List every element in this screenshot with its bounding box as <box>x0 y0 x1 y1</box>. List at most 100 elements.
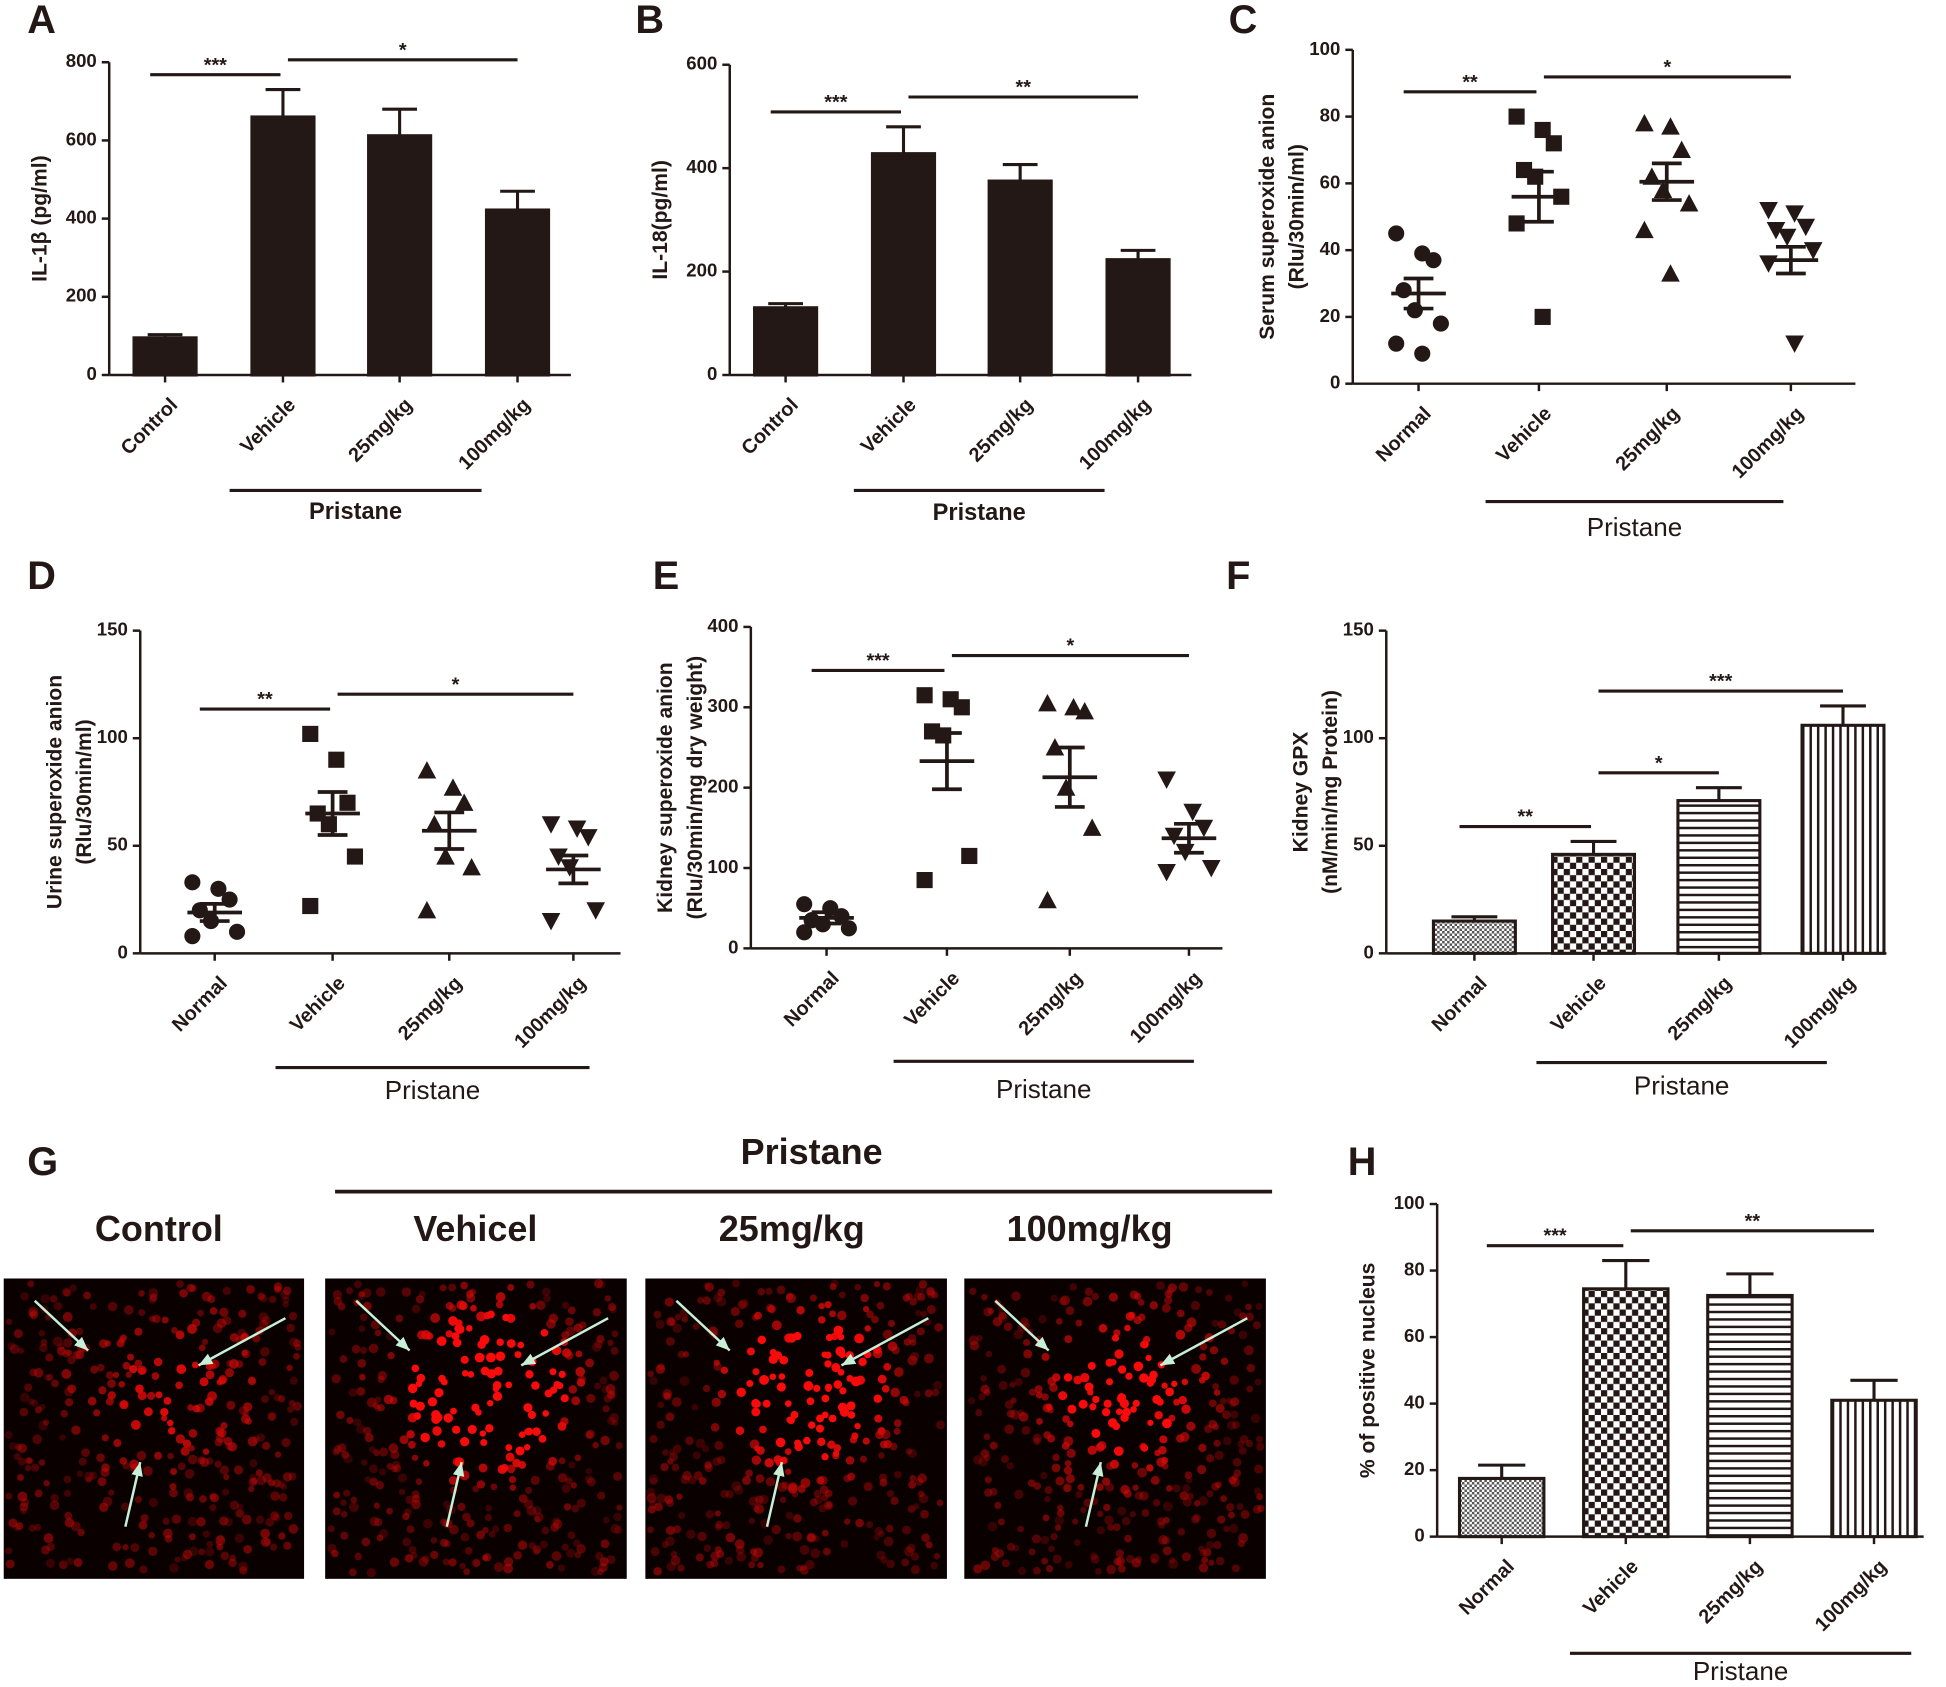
y-tick-label: 150 <box>97 619 128 640</box>
y-tick-label: 0 <box>86 363 96 384</box>
y-axis-label: Serum superoxide anion <box>1256 94 1279 340</box>
x-tick-label: Vehicle <box>1579 1556 1643 1620</box>
cell <box>890 1496 899 1505</box>
cell <box>362 1426 372 1436</box>
cell <box>1226 1420 1237 1430</box>
cell <box>407 1383 418 1394</box>
cell <box>915 1477 924 1486</box>
cell <box>155 1391 163 1399</box>
cell <box>1045 1564 1054 1573</box>
cell <box>784 1333 794 1343</box>
cell <box>430 1537 438 1544</box>
cell <box>176 1364 187 1374</box>
cell <box>705 1510 715 1519</box>
cell <box>5 1547 13 1555</box>
cell <box>661 1541 669 1549</box>
cell <box>561 1543 569 1551</box>
cell <box>1050 1294 1058 1302</box>
cell <box>105 1397 114 1406</box>
arrow-head <box>74 1336 89 1351</box>
cell <box>127 1353 135 1361</box>
cell <box>539 1540 548 1549</box>
cell <box>571 1396 581 1406</box>
cell <box>561 1484 571 1493</box>
cell <box>286 1364 293 1372</box>
cell <box>100 1467 110 1477</box>
cell <box>567 1306 576 1315</box>
cell <box>364 1476 372 1483</box>
cell <box>821 1351 828 1358</box>
cell <box>123 1305 134 1315</box>
cell <box>1058 1297 1067 1306</box>
cell <box>985 1350 993 1358</box>
cell <box>909 1339 917 1347</box>
cell <box>247 1436 258 1447</box>
cell <box>647 1526 654 1534</box>
cell <box>277 1480 285 1489</box>
cell <box>198 1344 206 1352</box>
cell <box>1253 1487 1262 1496</box>
cell <box>976 1334 983 1342</box>
cell <box>687 1475 697 1485</box>
cell <box>471 1403 480 1412</box>
y-tick-label: 20 <box>1404 1458 1425 1479</box>
cell <box>199 1377 209 1387</box>
cell <box>368 1446 376 1454</box>
cell <box>182 1439 192 1448</box>
cell <box>1245 1303 1252 1311</box>
cell <box>673 1525 682 1534</box>
cell <box>15 1443 23 1451</box>
cell <box>256 1475 267 1486</box>
cell <box>847 1411 856 1419</box>
cell <box>654 1502 663 1512</box>
y-axis-label: IL-1β (pg/ml) <box>29 155 52 281</box>
x-tick-label: 25mg/kg <box>1695 1556 1767 1628</box>
cell <box>918 1493 929 1504</box>
arrow-head <box>395 1336 410 1351</box>
cell <box>1161 1456 1169 1464</box>
cell <box>862 1305 870 1313</box>
cell <box>182 1549 193 1560</box>
cell <box>503 1557 514 1567</box>
cell <box>815 1424 825 1433</box>
x-tick-label: 100mg/kg <box>454 394 534 474</box>
cell <box>53 1301 63 1311</box>
cell <box>845 1456 855 1465</box>
cell <box>585 1467 592 1475</box>
cell <box>398 1488 406 1495</box>
cell <box>777 1482 788 1493</box>
cell <box>724 1556 733 1565</box>
cell <box>563 1503 572 1511</box>
cell <box>1245 1439 1253 1448</box>
x-tick-label: 100mg/kg <box>1780 972 1860 1052</box>
cell <box>824 1489 833 1498</box>
cell <box>222 1286 231 1296</box>
cell <box>207 1391 217 1402</box>
cell <box>1184 1471 1193 1480</box>
x-tick-label: Vehicle <box>900 967 964 1031</box>
cell <box>415 1478 423 1485</box>
cell <box>914 1309 922 1317</box>
cell <box>28 1306 39 1317</box>
cell <box>210 1359 220 1369</box>
cell <box>736 1552 746 1562</box>
cell <box>1106 1378 1114 1386</box>
cell <box>333 1491 341 1499</box>
cell <box>800 1477 811 1488</box>
cell <box>1256 1442 1265 1451</box>
cell <box>878 1530 885 1538</box>
cell <box>229 1358 239 1369</box>
cell <box>235 1509 244 1518</box>
cell <box>452 1425 461 1434</box>
cell <box>706 1560 715 1569</box>
data-point <box>1766 222 1786 240</box>
cell <box>765 1287 773 1296</box>
cell <box>188 1445 195 1452</box>
cell <box>355 1387 365 1397</box>
y-tick-label: 60 <box>1404 1325 1425 1346</box>
cell <box>529 1303 537 1310</box>
cell <box>672 1323 682 1333</box>
cell <box>1094 1567 1102 1575</box>
cell <box>691 1403 699 1411</box>
cell <box>831 1362 841 1373</box>
